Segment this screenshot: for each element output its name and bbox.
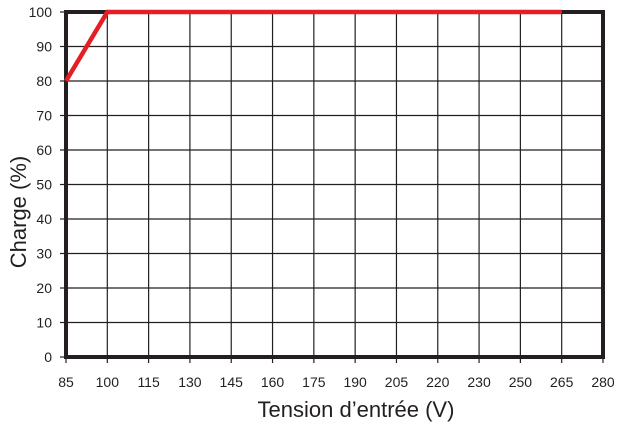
y-tick-label: 50: [36, 177, 52, 193]
x-tick-label: 205: [385, 374, 409, 390]
x-tick-labels: 85 100 115 130 145 160 175 190 205 220 230 250 265 28…: [58, 374, 615, 390]
x-tick-label: 175: [302, 374, 326, 390]
series-group: [64, 9, 562, 83]
y-tick-label: 60: [36, 142, 52, 158]
y-tick-labels: 0 10 20 30 40 50 60 70 80 90 100: [29, 4, 53, 365]
x-tick-label: 115: [137, 374, 160, 390]
x-tick-label: 85: [58, 374, 74, 390]
y-tick-label: 20: [36, 280, 52, 296]
x-tick-label: 145: [220, 374, 244, 390]
x-tick-label: 250: [509, 374, 533, 390]
y-tick-label: 100: [29, 4, 53, 20]
y-tick-label: 70: [36, 108, 52, 124]
y-tick-label: 40: [36, 211, 52, 227]
x-tick-label: 280: [591, 374, 615, 390]
y-tick-label: 30: [36, 246, 52, 262]
x-tick-label: 220: [426, 374, 450, 390]
grid: [60, 11, 604, 363]
y-tick-label: 0: [44, 349, 52, 365]
x-tick-label: 190: [343, 374, 367, 390]
x-tick-label: 265: [550, 374, 574, 390]
x-tick-label: 130: [178, 374, 202, 390]
x-axis-label: Tension d’entrée (V): [258, 397, 455, 422]
x-tick-label: 230: [467, 374, 491, 390]
y-tick-label: 90: [36, 39, 52, 55]
y-axis-label: Charge (%): [6, 156, 31, 268]
series-line: [64, 9, 562, 83]
y-tick-label: 80: [36, 73, 52, 89]
y-tick-label: 10: [36, 315, 52, 331]
x-tick-label: 160: [261, 374, 285, 390]
x-tick-label: 100: [96, 374, 120, 390]
